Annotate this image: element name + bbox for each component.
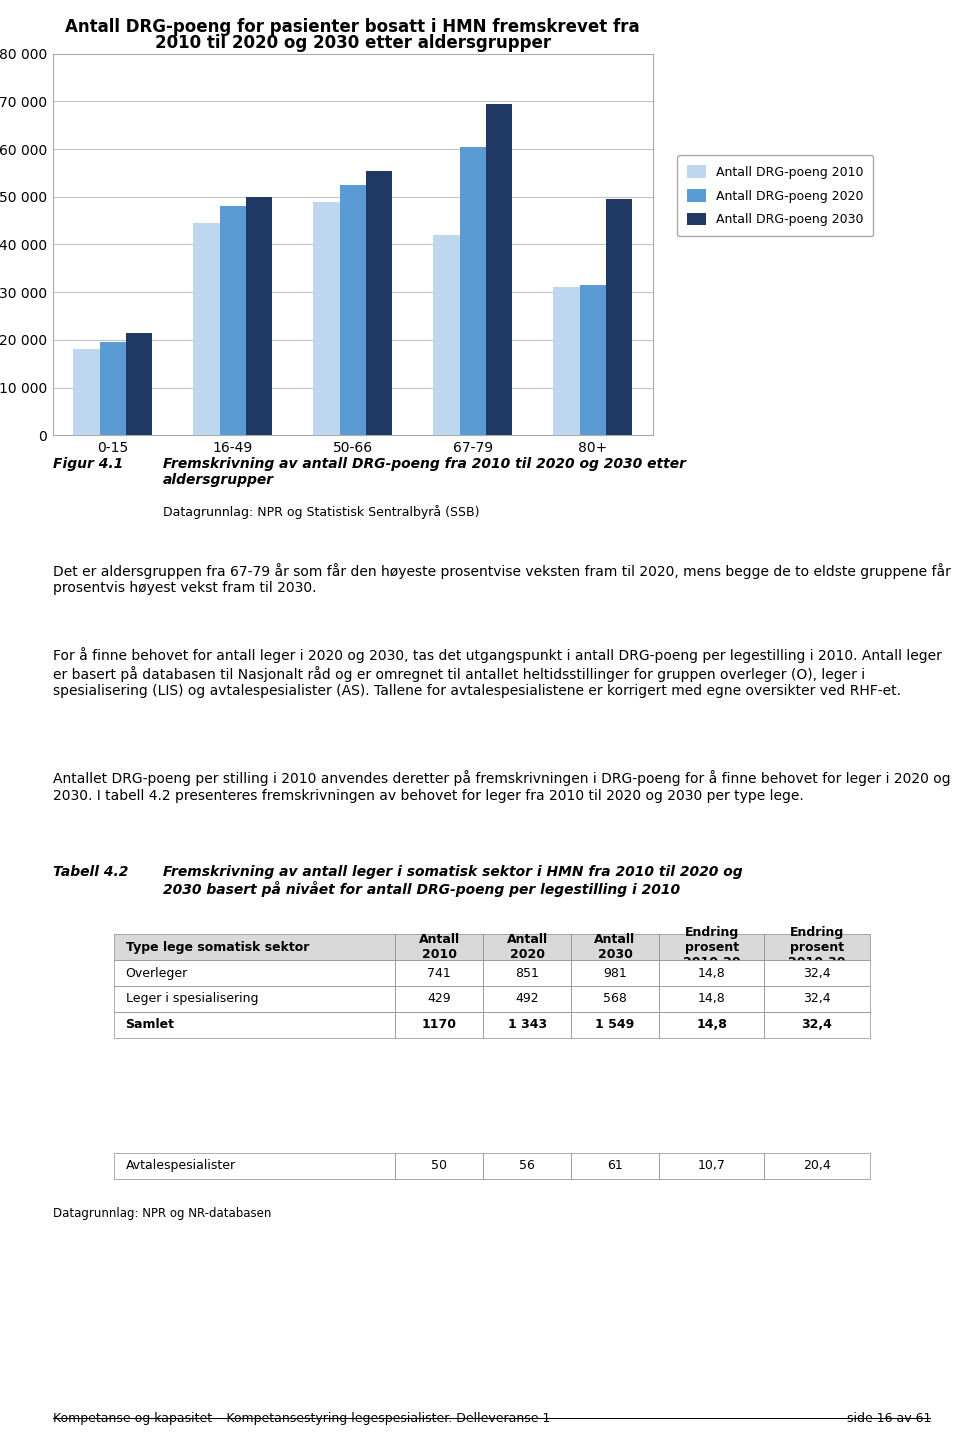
Text: Datagrunnlag: NPR og NR-databasen: Datagrunnlag: NPR og NR-databasen: [53, 1207, 271, 1220]
Bar: [486, 104, 513, 435]
Text: Antallet DRG-poeng per stilling i 2010 anvendes deretter på fremskrivningen i DR: Antallet DRG-poeng per stilling i 2010 a…: [53, 770, 950, 802]
Text: 2010 til 2020 og 2030 etter aldersgrupper: 2010 til 2020 og 2030 etter aldersgruppe…: [155, 35, 551, 52]
Text: Det er aldersgruppen fra 67-79 år som får den høyeste prosentvise veksten fram t: Det er aldersgruppen fra 67-79 år som få…: [53, 563, 950, 595]
Bar: [73, 350, 100, 435]
Legend: Antall DRG-poeng 2010, Antall DRG-poeng 2020, Antall DRG-poeng 2030: Antall DRG-poeng 2010, Antall DRG-poeng …: [677, 155, 874, 237]
Bar: [366, 171, 393, 435]
Text: Kompetanse og kapasitet – Kompetansestyring legespesialister. Delleveranse 1: Kompetanse og kapasitet – Kompetansestyr…: [53, 1412, 550, 1425]
Bar: [220, 206, 246, 435]
Text: side 16 av 61: side 16 av 61: [847, 1412, 931, 1425]
Bar: [580, 284, 606, 435]
Bar: [313, 202, 340, 435]
Bar: [126, 332, 153, 435]
Bar: [193, 223, 220, 435]
Text: For å finne behovet for antall leger i 2020 og 2030, tas det utgangspunkt i anta: For å finne behovet for antall leger i 2…: [53, 647, 942, 698]
Bar: [340, 184, 366, 435]
Bar: [460, 147, 486, 435]
Text: Figur 4.1: Figur 4.1: [53, 457, 123, 472]
Bar: [100, 342, 126, 435]
Bar: [606, 199, 633, 435]
Bar: [246, 197, 273, 435]
Bar: [433, 235, 460, 435]
Text: Antall DRG-poeng for pasienter bosatt i HMN fremskrevet fra: Antall DRG-poeng for pasienter bosatt i …: [65, 19, 640, 36]
Bar: [553, 287, 580, 435]
Text: Datagrunnlag: NPR og Statistisk Sentralbyrå (SSB): Datagrunnlag: NPR og Statistisk Sentralb…: [163, 505, 480, 519]
Text: Fremskrivning av antall leger i somatisk sektor i HMN fra 2010 til 2020 og
2030 : Fremskrivning av antall leger i somatisk…: [163, 865, 743, 897]
Text: Fremskrivning av antall DRG-poeng fra 2010 til 2020 og 2030 etter
aldersgrupper: Fremskrivning av antall DRG-poeng fra 20…: [163, 457, 686, 488]
Text: Tabell 4.2: Tabell 4.2: [53, 865, 129, 879]
